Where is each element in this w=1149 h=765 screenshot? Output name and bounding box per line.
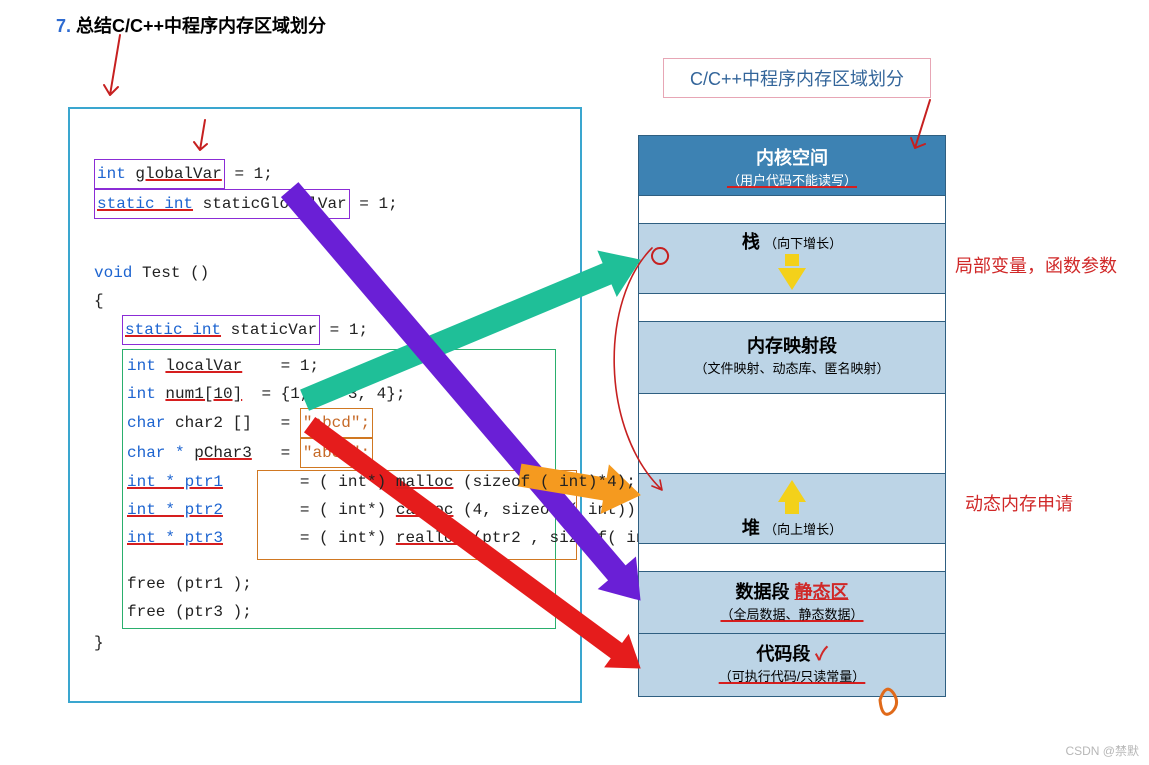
row-gap1 bbox=[639, 196, 945, 224]
mmap-title: 内存映射段 bbox=[643, 332, 941, 358]
kw-int: int bbox=[127, 357, 156, 375]
data-title: 数据段 bbox=[735, 582, 789, 602]
heading-number: 7. bbox=[56, 16, 71, 36]
str-abcd1: "abcd"; bbox=[300, 408, 373, 438]
code-text: = 1; bbox=[234, 165, 272, 183]
code-title: 代码段 bbox=[756, 644, 810, 664]
fn-realloc: realloc bbox=[396, 529, 463, 547]
var-globalVar: globalVar bbox=[135, 165, 221, 183]
row-heap: 堆 （向上增长） bbox=[639, 474, 945, 544]
code-text: = 1; bbox=[281, 357, 319, 375]
kw-int: int bbox=[97, 165, 126, 183]
local-vars-box: int localVar = 1; int num1[10] = {1, 2, … bbox=[122, 349, 556, 629]
memory-title-box: C/C++中程序内存区域划分 bbox=[663, 58, 931, 98]
data-tag: 静态区 bbox=[795, 582, 849, 602]
row-gap4 bbox=[639, 544, 945, 572]
memory-layout-table: 内核空间 （用户代码不能读写） 栈 （向下增长） 内存映射段 （文件映射、动态库… bbox=[638, 135, 946, 697]
heap-sub: （向上增长） bbox=[764, 522, 842, 537]
var-pChar3: pChar3 bbox=[194, 444, 252, 462]
label-heap-alloc: 动态内存申请 bbox=[965, 490, 1073, 516]
data-sub: （全局数据、静态数据） bbox=[643, 604, 941, 623]
check-mark: ✓ bbox=[815, 644, 827, 664]
fn-calloc: calloc bbox=[396, 501, 454, 519]
brace-close: } bbox=[94, 629, 556, 657]
section-heading: 7. 总结C/C++中程序内存区域划分 bbox=[56, 12, 326, 38]
arrow-down-icon bbox=[778, 268, 806, 290]
label-stack-vars: 局部变量，函数参数 bbox=[955, 252, 1117, 278]
code-text: = 1; bbox=[330, 321, 368, 339]
row-code-segment: 代码段 ✓ （可执行代码/只读常量） bbox=[639, 634, 945, 696]
var-staticVar: staticVar bbox=[231, 321, 317, 339]
kw-void: void bbox=[94, 264, 132, 282]
row-kernel: 内核空间 （用户代码不能读写） bbox=[639, 136, 945, 196]
row-stack: 栈 （向下增长） bbox=[639, 224, 945, 294]
stmt-free-ptr3: free (ptr3 ); bbox=[127, 598, 551, 626]
stack-title: 栈 bbox=[742, 232, 760, 252]
code-text: (4, sizeof ( int)); bbox=[453, 501, 645, 519]
brace-open: { bbox=[94, 287, 556, 315]
kw-charptr: char * bbox=[127, 444, 185, 462]
heap-title: 堆 bbox=[742, 518, 760, 538]
var-ptr2: int * ptr2 bbox=[127, 501, 223, 519]
code-panel: int globalVar = 1; static int staticGlob… bbox=[68, 107, 582, 703]
str-abcd2: "abcd"; bbox=[300, 438, 373, 468]
fn-Test: Test () bbox=[142, 264, 209, 282]
watermark: CSDN @禁默 bbox=[1065, 742, 1139, 759]
code-text: = ( int*) bbox=[300, 501, 396, 519]
code-text: = 1; bbox=[359, 195, 397, 213]
kw-static-int: static int bbox=[125, 321, 221, 339]
var-staticGlobalVar: staticGlobalVar bbox=[203, 195, 347, 213]
var-ptr3: int * ptr3 bbox=[127, 529, 223, 547]
kw-static-int: static int bbox=[97, 195, 193, 213]
arrow-up-icon bbox=[778, 480, 806, 502]
kw-char: char bbox=[127, 414, 165, 432]
code-text: = {1, 2, 3, 4}; bbox=[261, 385, 405, 403]
row-gap2 bbox=[639, 294, 945, 322]
row-gap3 bbox=[639, 394, 945, 474]
var-ptr1: int * ptr1 bbox=[127, 473, 223, 491]
var-num1: num1[10] bbox=[165, 385, 242, 403]
kernel-title: 内核空间 bbox=[643, 144, 941, 170]
heading-text: 总结C/C++中程序内存区域划分 bbox=[76, 16, 326, 36]
stack-sub: （向下增长） bbox=[764, 236, 842, 251]
fn-malloc: malloc bbox=[396, 473, 454, 491]
mmap-sub: （文件映射、动态库、匿名映射） bbox=[643, 358, 941, 377]
kernel-sub: （用户代码不能读写） bbox=[643, 170, 941, 189]
code-text: = ( int*) bbox=[300, 529, 396, 547]
row-data-segment: 数据段 静态区 （全局数据、静态数据） bbox=[639, 572, 945, 634]
eq: = bbox=[281, 414, 291, 432]
code-text: (sizeof ( int)*4); bbox=[453, 473, 635, 491]
stmt-free-ptr1: free (ptr1 ); bbox=[127, 570, 551, 598]
kw-int: int bbox=[127, 385, 156, 403]
code-text: = ( int*) bbox=[300, 473, 396, 491]
row-mmap: 内存映射段 （文件映射、动态库、匿名映射） bbox=[639, 322, 945, 394]
code-sub: （可执行代码/只读常量） bbox=[643, 666, 941, 685]
var-localVar: localVar bbox=[165, 357, 242, 375]
eq: = bbox=[281, 444, 291, 462]
var-char2: char2 [] bbox=[175, 414, 252, 432]
